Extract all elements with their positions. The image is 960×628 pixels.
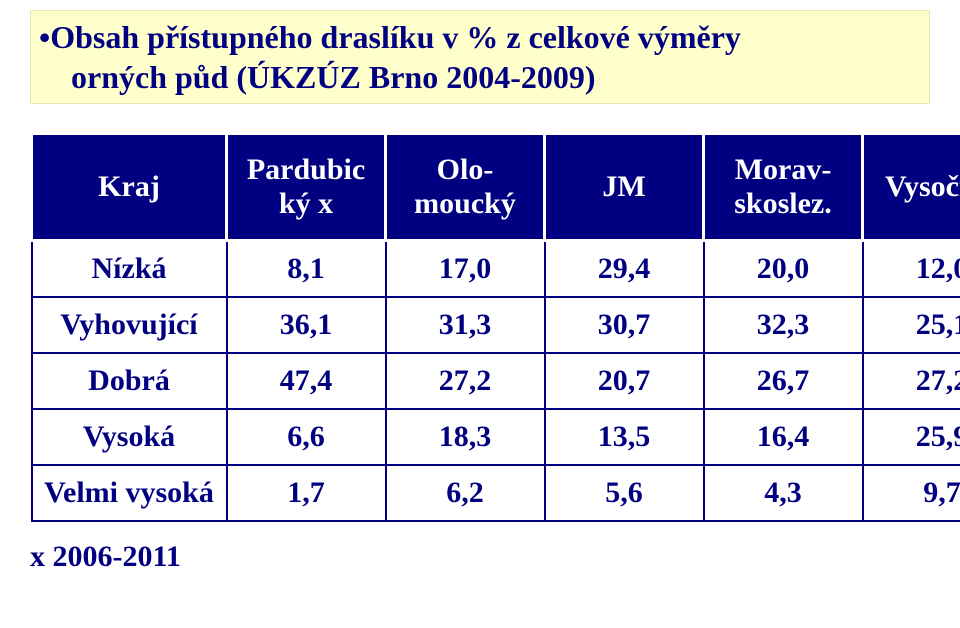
data-table: Kraj Pardubic ký x Olo- moucký JM Morav-… [30, 132, 960, 522]
footnote: x 2006-2011 [30, 540, 960, 574]
title-line-1: •Obsah přístupného draslíku v % z celkov… [39, 17, 921, 57]
col-header-olomoucky-a: Olo- [437, 153, 494, 186]
table-body: Nízká 8,1 17,0 29,4 20,0 12,0 Vyhovující… [32, 241, 960, 522]
cell: 18,3 [386, 409, 545, 465]
cell: 20,0 [704, 241, 863, 298]
col-header-kraj: Kraj [32, 134, 227, 241]
table-row: Nízká 8,1 17,0 29,4 20,0 12,0 [32, 241, 960, 298]
cell: 47,4 [227, 353, 386, 409]
table-row: Vyhovující 36,1 31,3 30,7 32,3 25,1 [32, 297, 960, 353]
row-label: Vysoká [32, 409, 227, 465]
row-label: Velmi vysoká [32, 465, 227, 521]
cell: 4,3 [704, 465, 863, 521]
table-row: Vysoká 6,6 18,3 13,5 16,4 25,9 [32, 409, 960, 465]
cell: 32,3 [704, 297, 863, 353]
col-header-pardubicky: Pardubic ký x [227, 134, 386, 241]
row-label: Dobrá [32, 353, 227, 409]
col-header-moravskoslez: Morav- skoslez. [704, 134, 863, 241]
col-header-olomoucky: Olo- moucký [386, 134, 545, 241]
cell: 25,1 [863, 297, 960, 353]
cell: 26,7 [704, 353, 863, 409]
cell: 9,7 [863, 465, 960, 521]
cell: 29,4 [545, 241, 704, 298]
cell: 25,9 [863, 409, 960, 465]
table-header: Kraj Pardubic ký x Olo- moucký JM Morav-… [32, 134, 960, 241]
col-header-moravskoslez-a: Morav- [735, 153, 832, 186]
cell: 30,7 [545, 297, 704, 353]
row-label: Nízká [32, 241, 227, 298]
col-header-jm: JM [545, 134, 704, 241]
cell: 16,4 [704, 409, 863, 465]
cell: 12,0 [863, 241, 960, 298]
title-block: •Obsah přístupného draslíku v % z celkov… [30, 10, 930, 104]
cell: 6,2 [386, 465, 545, 521]
table-row: Velmi vysoká 1,7 6,2 5,6 4,3 9,7 [32, 465, 960, 521]
cell: 27,2 [386, 353, 545, 409]
cell: 6,6 [227, 409, 386, 465]
cell: 5,6 [545, 465, 704, 521]
cell: 36,1 [227, 297, 386, 353]
col-header-olomoucky-b: moucký [414, 187, 516, 220]
cell: 13,5 [545, 409, 704, 465]
cell: 20,7 [545, 353, 704, 409]
title-line-2: orných půd (ÚKZÚZ Brno 2004-2009) [39, 57, 921, 97]
cell: 27,2 [863, 353, 960, 409]
cell: 8,1 [227, 241, 386, 298]
col-header-moravskoslez-b: skoslez. [734, 187, 832, 220]
cell: 1,7 [227, 465, 386, 521]
cell: 31,3 [386, 297, 545, 353]
cell: 17,0 [386, 241, 545, 298]
table-row: Dobrá 47,4 27,2 20,7 26,7 27,2 [32, 353, 960, 409]
col-header-vysocina: Vysočina [863, 134, 960, 241]
row-label: Vyhovující [32, 297, 227, 353]
